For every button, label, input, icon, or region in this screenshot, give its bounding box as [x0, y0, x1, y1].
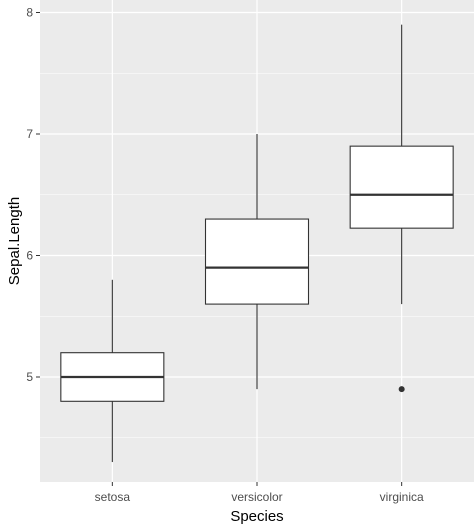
y-axis-title: Sepal.Length — [6, 197, 23, 285]
iqr-box — [349, 145, 454, 229]
iqr-box — [204, 218, 310, 305]
x-tick-label: virginica — [380, 490, 424, 504]
box-versicolor — [204, 134, 310, 390]
y-tick-label: 8 — [26, 6, 33, 20]
box-setosa — [60, 279, 165, 463]
y-tick-label: 5 — [26, 370, 33, 384]
y-tick-label: 6 — [26, 249, 33, 263]
y-tick-label: 7 — [26, 127, 33, 141]
box-series — [60, 24, 454, 463]
outlier-point — [398, 386, 405, 393]
x-axis-title: Species — [230, 508, 283, 524]
box-virginica — [349, 24, 454, 393]
x-tick-label: setosa — [95, 490, 131, 504]
axes: 5 6 7 8 setosa versicolor virginica — [26, 6, 424, 505]
x-tick-label: versicolor — [231, 490, 282, 504]
